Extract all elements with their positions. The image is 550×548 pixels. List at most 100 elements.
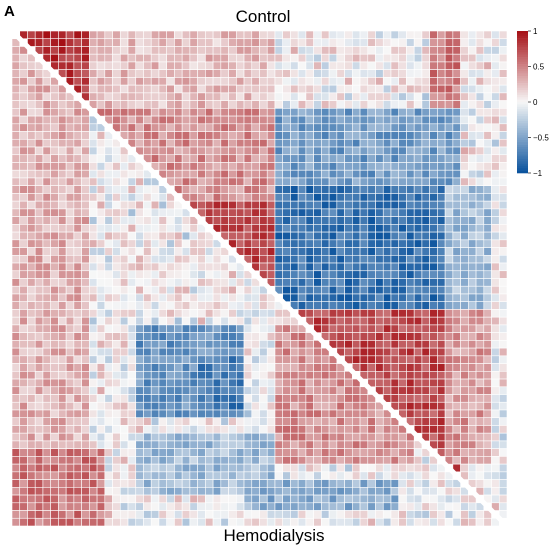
heatmap-cell: [344, 309, 353, 318]
heatmap-cell: [398, 61, 407, 70]
heatmap-cell: [212, 425, 222, 434]
heatmap-cell: [42, 123, 51, 132]
heatmap-cell: [27, 347, 36, 357]
heatmap-cell: [65, 100, 75, 109]
heatmap-cell: [158, 394, 167, 403]
heatmap-cell: [413, 293, 423, 303]
heatmap-cell: [468, 502, 477, 511]
heatmap-cell: [189, 193, 198, 202]
heatmap-cell: [42, 355, 51, 364]
heatmap-cell: [367, 115, 376, 125]
heatmap-cell: [491, 185, 500, 194]
heatmap-cell: [181, 309, 191, 318]
heatmap-cell: [452, 208, 461, 217]
heatmap-cell: [297, 417, 307, 426]
heatmap-cell: [104, 316, 113, 326]
heatmap-cell: [290, 394, 299, 403]
heatmap-cell: [468, 285, 477, 295]
heatmap-cell: [491, 487, 500, 496]
heatmap-cell: [336, 193, 345, 202]
heatmap-cell: [189, 131, 198, 140]
heatmap-cell: [34, 216, 44, 225]
heatmap-cell: [475, 61, 485, 70]
heatmap-cell: [65, 146, 75, 156]
heatmap-cell: [65, 162, 75, 171]
heatmap-cell: [328, 169, 338, 179]
heatmap-cell: [491, 247, 500, 256]
heatmap-cell: [158, 517, 167, 527]
heatmap-cell: [174, 355, 183, 364]
heatmap-cell: [205, 517, 214, 527]
heatmap-cell: [96, 169, 106, 179]
heatmap-cell: [158, 409, 167, 419]
heatmap-cell: [73, 270, 82, 279]
heatmap-cell: [50, 169, 59, 179]
heatmap-cell: [498, 293, 508, 303]
heatmap-cell: [73, 463, 82, 473]
heatmap-cell: [390, 347, 400, 357]
heatmap-cell: [398, 169, 407, 179]
heatmap-cell: [236, 479, 245, 488]
heatmap-cell: [11, 115, 21, 125]
heatmap-cell: [475, 123, 485, 132]
heatmap-cell: [375, 340, 384, 349]
heatmap-cell: [42, 216, 51, 225]
heatmap-cell: [328, 131, 338, 140]
heatmap-cell: [444, 425, 454, 434]
heatmap-cell: [50, 417, 59, 426]
heatmap-cell: [34, 510, 44, 519]
heatmap-cell: [266, 463, 276, 473]
heatmap-cell: [119, 224, 129, 233]
heatmap-cell: [352, 216, 361, 225]
heatmap-cell: [491, 432, 500, 442]
heatmap-cell: [96, 46, 106, 55]
heatmap-cell: [243, 208, 253, 217]
heatmap-cell: [367, 169, 376, 179]
heatmap-cell: [475, 193, 485, 202]
heatmap-cell: [150, 378, 160, 388]
heatmap-cell: [367, 517, 376, 527]
heatmap-cell: [344, 123, 353, 132]
heatmap-cell: [143, 239, 152, 248]
heatmap-cell: [498, 440, 508, 449]
heatmap-cell: [382, 146, 392, 156]
heatmap-cell: [444, 92, 454, 101]
heatmap-cell: [65, 487, 75, 496]
heatmap-cell: [251, 69, 260, 78]
heatmap-cell: [282, 231, 291, 241]
heatmap-cell: [429, 30, 438, 40]
heatmap-cell: [468, 185, 477, 194]
heatmap-cell: [444, 347, 454, 357]
heatmap-cell: [58, 487, 67, 496]
heatmap-cell: [150, 371, 160, 380]
heatmap-cell: [50, 394, 59, 403]
heatmap-cell: [382, 216, 392, 225]
heatmap-cell: [73, 146, 82, 156]
heatmap-cell: [65, 123, 75, 132]
heatmap-cell: [65, 138, 75, 148]
heatmap-cell: [297, 162, 307, 171]
heatmap-cell: [274, 456, 284, 465]
heatmap-cell: [50, 448, 59, 457]
heatmap-cell: [282, 255, 291, 264]
heatmap-cell: [143, 316, 152, 326]
heatmap-cell: [197, 448, 206, 457]
heatmap-cell: [42, 371, 51, 380]
heatmap-cell: [382, 340, 392, 349]
heatmap-cell: [158, 46, 167, 55]
heatmap-cell: [112, 510, 121, 519]
heatmap-cell: [50, 231, 59, 241]
heatmap-cell: [328, 401, 338, 411]
heatmap-cell: [444, 146, 454, 156]
heatmap-cell: [89, 46, 98, 55]
heatmap-cell: [58, 247, 67, 256]
heatmap-cell: [112, 517, 121, 527]
heatmap-cell: [236, 61, 245, 70]
heatmap-cell: [274, 53, 284, 63]
heatmap-cell: [112, 409, 121, 419]
heatmap-cell: [243, 417, 253, 426]
heatmap-cell: [19, 517, 28, 527]
heatmap-cell: [11, 340, 21, 349]
heatmap-cell: [406, 487, 415, 496]
heatmap-cell: [483, 355, 492, 364]
